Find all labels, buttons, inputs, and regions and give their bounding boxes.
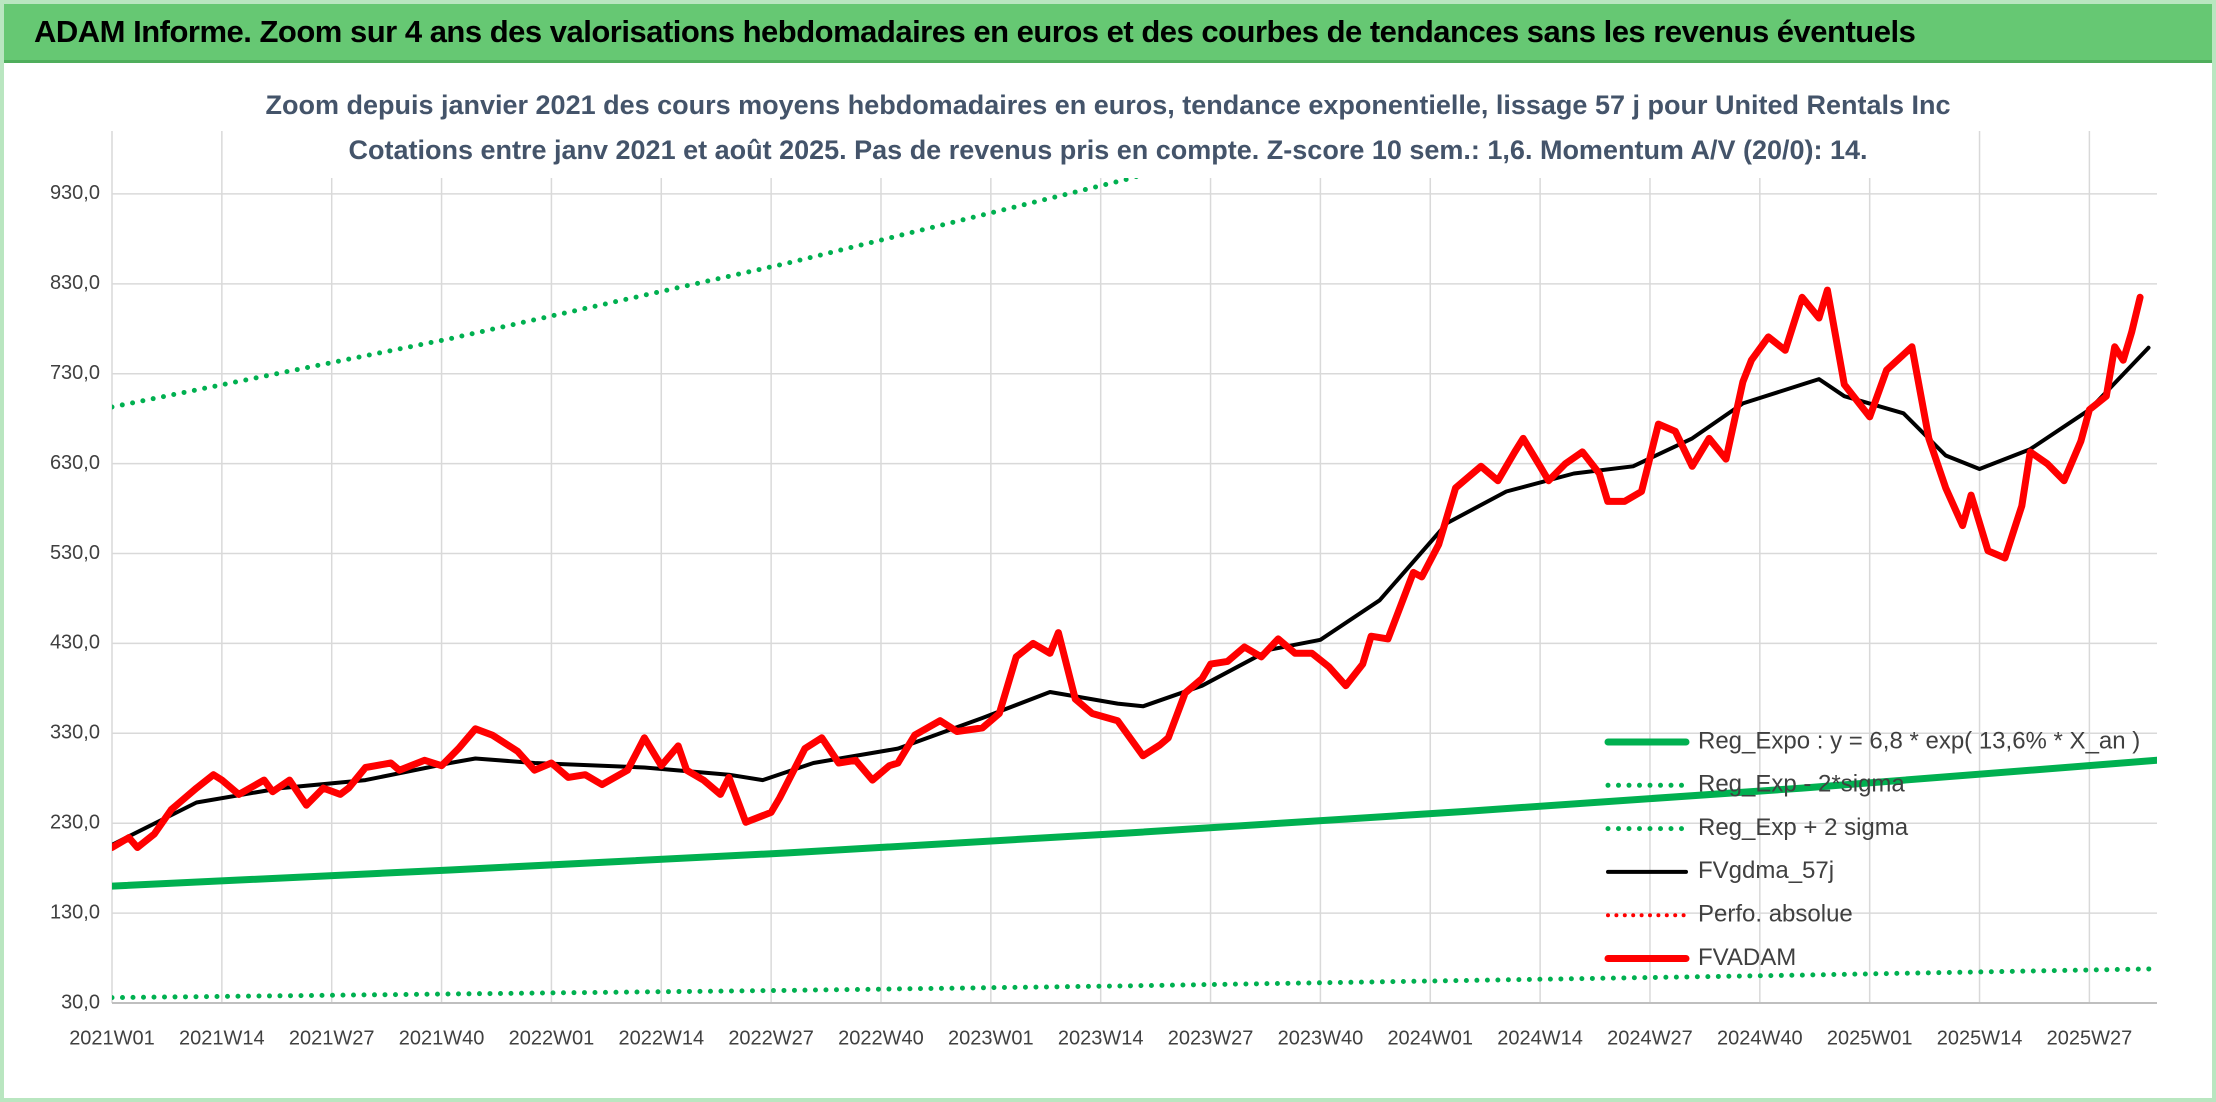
y-tick-label: 730,0 bbox=[50, 362, 100, 384]
x-tick-label: 2023W14 bbox=[1058, 1027, 1144, 1049]
y-tick-label: 230,0 bbox=[50, 811, 100, 833]
header-bar: ADAM Informe. Zoom sur 4 ans des valoris… bbox=[4, 4, 2212, 63]
x-tick-label: 2024W27 bbox=[1607, 1027, 1693, 1049]
labels: 30,0 130,0 230,0 330,0 430,0 530,0 630,0 730,0 8… bbox=[50, 182, 2132, 1049]
legend-label: Perfo. absolue bbox=[1698, 901, 1853, 928]
y-tick-label: 30,0 bbox=[61, 991, 100, 1013]
title-backdrop bbox=[318, 82, 1896, 178]
legend-label: FVADAM bbox=[1698, 944, 1796, 971]
series-line bbox=[112, 756, 2157, 890]
legend-label: Reg_Expo : y = 6,8 * exp( 13,6% * X_an ) bbox=[1698, 727, 2140, 754]
x-tick-label: 2025W01 bbox=[1827, 1027, 1913, 1049]
x-tick-label: 2023W01 bbox=[948, 1027, 1034, 1049]
x-tick-label: 2024W01 bbox=[1387, 1027, 1473, 1049]
x-tick-label: 2021W01 bbox=[69, 1027, 155, 1049]
x-tick-label: 2022W14 bbox=[618, 1027, 704, 1049]
x-tick-label: 2022W40 bbox=[838, 1027, 924, 1049]
x-tick-label: 2021W27 bbox=[289, 1027, 375, 1049]
series-line bbox=[112, 131, 1311, 410]
x-tick-label: 2021W40 bbox=[399, 1027, 485, 1049]
x-tick-label: 2025W27 bbox=[2047, 1027, 2133, 1049]
y-tick-label: 430,0 bbox=[50, 632, 100, 654]
x-tick-label: 2024W40 bbox=[1717, 1027, 1803, 1049]
chart-subtitle: Cotations entre janv 2021 et août 2025. … bbox=[348, 135, 1867, 165]
series-line bbox=[112, 286, 2144, 851]
series bbox=[112, 131, 2157, 1001]
y-tick-label: 130,0 bbox=[50, 901, 100, 923]
x-tick-label: 2023W27 bbox=[1168, 1027, 1254, 1049]
legend-label: FVgdma_57j bbox=[1698, 857, 1834, 884]
x-tick-label: 2025W14 bbox=[1937, 1027, 2023, 1049]
y-tick-label: 930,0 bbox=[50, 182, 100, 204]
x-tick-label: 2021W14 bbox=[179, 1027, 265, 1049]
y-tick-label: 830,0 bbox=[50, 272, 100, 294]
series-line bbox=[112, 966, 2157, 1001]
x-tick-label: 2022W01 bbox=[509, 1027, 595, 1049]
x-tick-label: 2023W40 bbox=[1278, 1027, 1364, 1049]
y-tick-label: 330,0 bbox=[50, 722, 100, 744]
y-tick-label: 530,0 bbox=[50, 542, 100, 564]
grid bbox=[111, 131, 2157, 1004]
x-tick-label: 2022W27 bbox=[728, 1027, 814, 1049]
header-title: ADAM Informe. Zoom sur 4 ans des valoris… bbox=[34, 14, 1916, 49]
chart-title: Zoom depuis janvier 2021 des cours moyen… bbox=[265, 90, 1950, 120]
y-tick-label: 630,0 bbox=[50, 452, 100, 474]
legend-label: Reg_Exp - 2*sigma bbox=[1698, 771, 1905, 798]
legend-label: Reg_Exp + 2 sigma bbox=[1698, 814, 1909, 841]
x-tick-label: 2024W14 bbox=[1497, 1027, 1583, 1049]
legend: Reg_Expo : y = 6,8 * exp( 13,6% * X_an )… bbox=[1604, 727, 2140, 971]
